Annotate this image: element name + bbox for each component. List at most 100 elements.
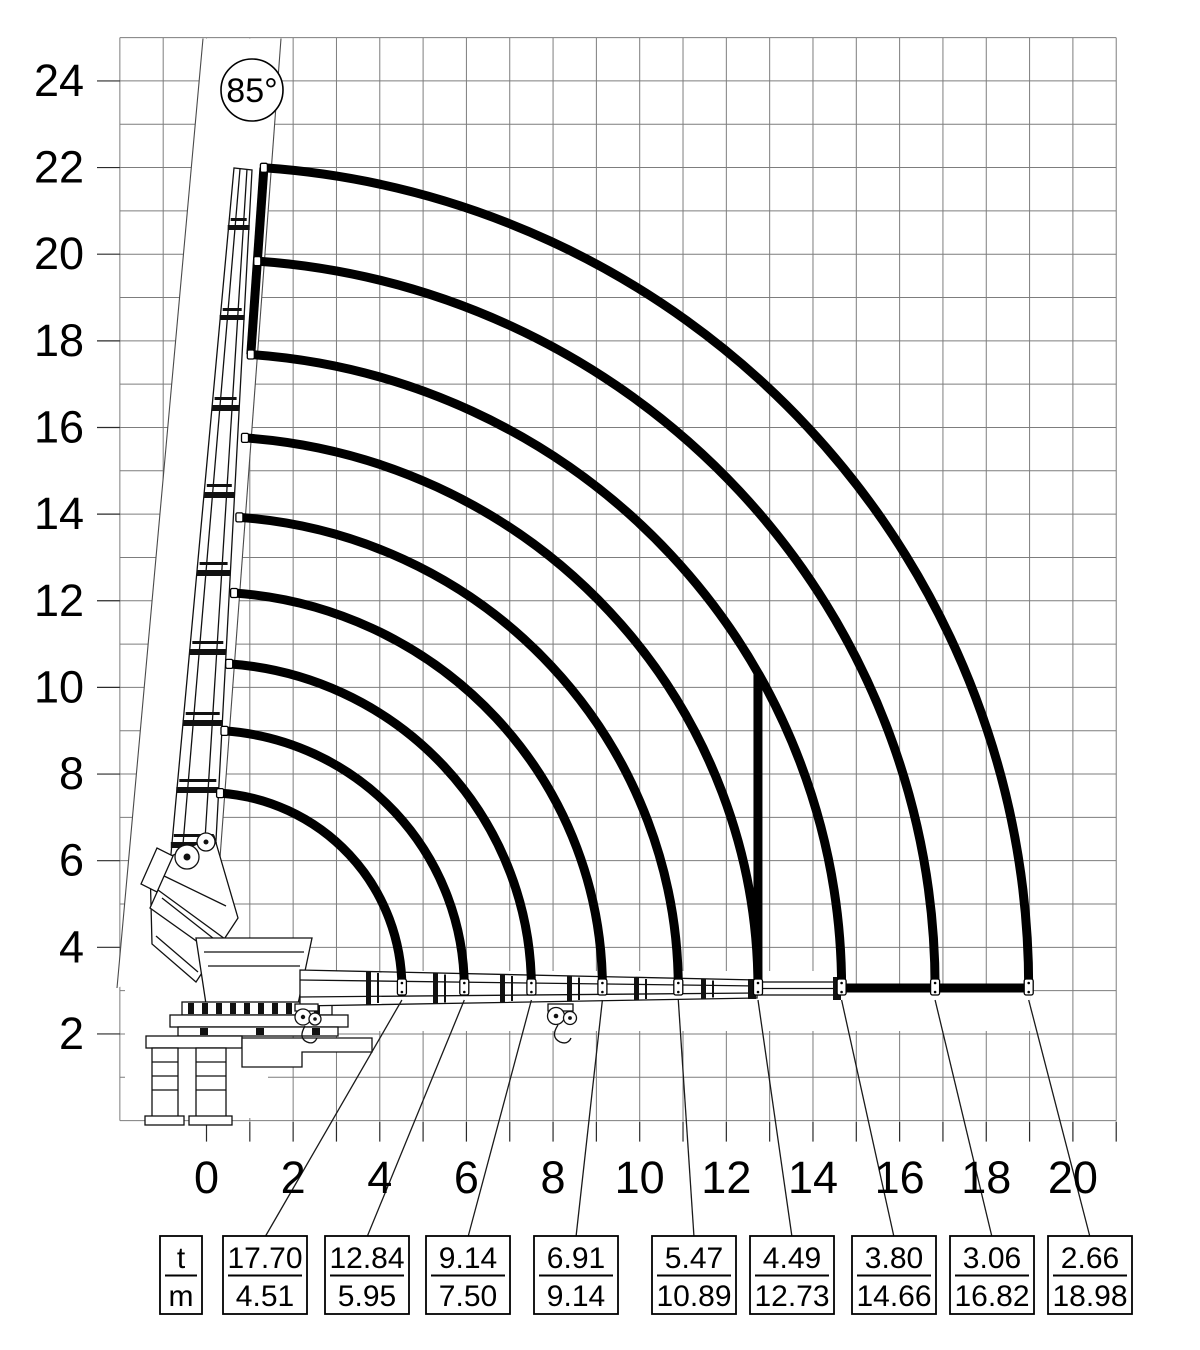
crane-illustration [140, 167, 841, 1126]
boom-section-flanges [366, 971, 756, 1005]
table-cell-meters: 18.98 [1052, 1280, 1127, 1313]
capacity-arc-4 [233, 588, 607, 989]
arc-markers [215, 162, 1034, 996]
x-axis-label: 12 [701, 1152, 751, 1203]
arc-bottom-marker [459, 978, 470, 996]
hook-block [294, 1003, 322, 1044]
table-cell-meters: 12.73 [754, 1280, 829, 1313]
capacity-arcs [219, 163, 1034, 989]
marker-pin [840, 990, 843, 994]
table-header-meters: m [169, 1280, 194, 1313]
y-axis-label: 2 [59, 1008, 84, 1059]
angle-badge-circle [220, 58, 284, 122]
x-axis-label: 0 [194, 1152, 219, 1203]
table-cell-meters: 16.82 [954, 1280, 1029, 1313]
capacity-arc-3 [228, 659, 536, 989]
x-axis-label: 20 [1048, 1152, 1098, 1203]
capacity-arc-2 [224, 726, 469, 989]
marker-pin [400, 990, 404, 994]
leader-line-5 [677, 999, 695, 1238]
capacity-arc-1 [219, 788, 407, 989]
table-cell-meters: 7.50 [439, 1280, 497, 1313]
arc-top-marker [259, 162, 269, 173]
x-axis-label: 8 [541, 1152, 566, 1203]
marker-pin [463, 981, 466, 985]
table-cell-2: 12.84 5.95 [324, 1235, 410, 1315]
y-axis-label: 16 [34, 401, 84, 452]
x-axis-labels: 0 2 4 6 8 10 12 14 16 18 20 [194, 1152, 1098, 1203]
arc-top-marker [235, 512, 244, 523]
marker-pin [530, 981, 533, 985]
arc-bottom-marker [1023, 978, 1034, 996]
arc-top-marker [253, 255, 262, 267]
frame-step [241, 1037, 373, 1068]
leader-line-6 [757, 999, 793, 1238]
marker-pin [601, 990, 604, 994]
table-cell-meters: 4.51 [236, 1280, 294, 1313]
table-cell-3: 9.14 7.50 [425, 1235, 511, 1315]
pedestal-base [144, 937, 373, 1126]
table-header-cell: tm [159, 1235, 203, 1315]
stabilizer-legs [144, 1047, 233, 1126]
capacity-arc-7 [250, 350, 847, 989]
y-axis-label: 12 [34, 575, 84, 626]
y-axis-label: 14 [34, 488, 84, 539]
marker-pin [1027, 990, 1030, 994]
marker-pin [400, 981, 404, 985]
table-cell-meters: 9.14 [547, 1280, 605, 1313]
table-cell-meters: 10.89 [656, 1280, 731, 1313]
hook-block-2 [546, 1003, 578, 1044]
arc-bottom-marker [836, 978, 847, 996]
leader-lines [264, 999, 1091, 1238]
y-axis-label: 10 [34, 661, 84, 712]
y-axis-label: 8 [59, 748, 84, 799]
capacity-arc-8 [256, 256, 940, 989]
y-axis-label: 6 [59, 835, 84, 886]
table-cell-tons: 3.80 [865, 1242, 923, 1275]
marker-pin [840, 981, 843, 985]
marker-pin [756, 990, 760, 994]
arc-bottom-marker [396, 978, 408, 996]
axis-ticks [97, 80, 1117, 1142]
table-cell-tons: 17.70 [227, 1242, 302, 1275]
arc-top-marker [225, 658, 234, 670]
y-axis-label: 20 [34, 228, 84, 279]
grid [119, 37, 1117, 1122]
table-cell-tons: 6.91 [547, 1242, 605, 1275]
table-cell-tons: 9.14 [439, 1242, 497, 1275]
table-cell-8: 3.06 16.82 [949, 1235, 1035, 1315]
marker-pin [756, 981, 760, 985]
arc-bottom-marker [597, 978, 608, 996]
capacity-arc-6 [244, 433, 763, 989]
arc-bottom-marker [929, 978, 941, 996]
leader-line-7 [840, 999, 895, 1238]
arc-bottom-marker [526, 978, 537, 996]
x-axis-label: 2 [281, 1152, 306, 1203]
table-cell-7: 3.80 14.66 [851, 1235, 937, 1315]
table-cell-tons: 12.84 [329, 1242, 404, 1275]
x-axis-label: 14 [788, 1152, 838, 1203]
table-cell-4: 6.91 9.14 [533, 1235, 619, 1315]
table-cell-meters: 5.95 [338, 1280, 396, 1313]
y-axis-label: 4 [59, 921, 84, 972]
leader-line-2 [366, 999, 465, 1238]
marker-pin [530, 990, 533, 994]
arc-top-marker [240, 432, 250, 444]
boom-direction-line-right [212, 38, 282, 953]
x-axis-label: 16 [875, 1152, 925, 1203]
table-cell-9: 2.66 18.98 [1047, 1235, 1133, 1315]
arc-top-marker [220, 725, 229, 737]
table-cell-6: 4.49 12.73 [749, 1235, 835, 1315]
table-cell-tons: 4.49 [763, 1242, 821, 1275]
marker-pin [677, 990, 680, 994]
angle-badge-label: 85° [226, 72, 277, 110]
arc-bottom-marker [752, 978, 764, 996]
arc-top-marker [246, 349, 255, 360]
y-axis-label: 24 [34, 55, 84, 106]
y-axis-label: 22 [34, 142, 84, 193]
marker-pin [933, 990, 937, 994]
arc-bottom-marker [673, 978, 684, 996]
